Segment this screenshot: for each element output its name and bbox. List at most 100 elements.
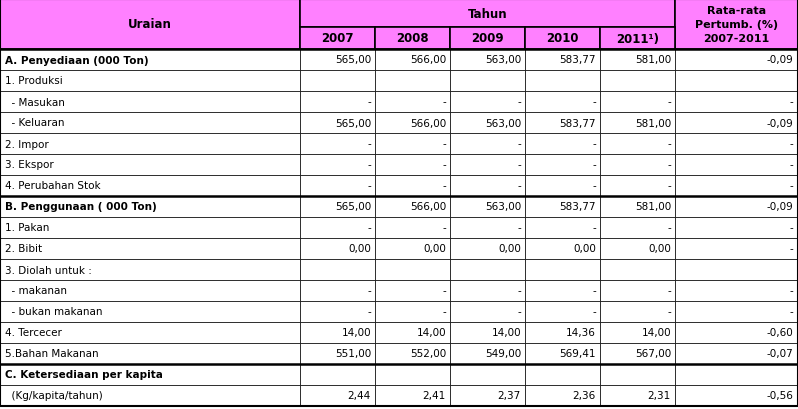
Bar — [0, 175, 300, 196]
Text: - makanan: - makanan — [5, 286, 67, 296]
Bar — [300, 113, 375, 134]
Text: Uraian: Uraian — [128, 18, 172, 31]
Bar — [375, 175, 450, 196]
Bar — [0, 385, 300, 406]
Text: 566,00: 566,00 — [409, 55, 446, 65]
Text: -: - — [517, 307, 521, 317]
Bar — [600, 364, 675, 385]
Text: 2009: 2009 — [471, 32, 504, 45]
Bar — [375, 238, 450, 259]
Text: 583,77: 583,77 — [559, 55, 596, 65]
Bar — [600, 301, 675, 322]
Text: -: - — [592, 97, 596, 107]
Text: -: - — [592, 181, 596, 191]
Text: - Keluaran: - Keluaran — [5, 118, 65, 128]
Text: 566,00: 566,00 — [409, 118, 446, 128]
Text: Rata-rata
Pertumb. (%)
2007-2011: Rata-rata Pertumb. (%) 2007-2011 — [695, 6, 778, 44]
Bar — [525, 322, 600, 343]
Text: -: - — [367, 307, 371, 317]
Bar — [525, 71, 600, 92]
Bar — [450, 301, 525, 322]
Bar — [0, 322, 300, 343]
Text: -: - — [789, 286, 793, 296]
Bar — [675, 280, 798, 301]
Bar — [600, 134, 675, 155]
Bar — [300, 238, 375, 259]
Bar — [675, 175, 798, 196]
Text: - bukan makanan: - bukan makanan — [5, 307, 102, 317]
Bar — [0, 343, 300, 364]
Bar — [300, 28, 375, 50]
Bar — [450, 71, 525, 92]
Text: -: - — [367, 286, 371, 296]
Text: -: - — [789, 223, 793, 233]
Text: -0,09: -0,09 — [766, 202, 793, 212]
Bar — [375, 196, 450, 218]
Bar — [525, 385, 600, 406]
Text: 4. Perubahan Stok: 4. Perubahan Stok — [5, 181, 101, 191]
Bar — [525, 155, 600, 175]
Text: -: - — [592, 223, 596, 233]
Text: 565,00: 565,00 — [334, 202, 371, 212]
Bar — [0, 364, 300, 385]
Text: 2,37: 2,37 — [498, 391, 521, 400]
Text: -: - — [517, 160, 521, 170]
Text: -: - — [442, 97, 446, 107]
Bar — [375, 92, 450, 113]
Text: 583,77: 583,77 — [559, 202, 596, 212]
Text: 2,36: 2,36 — [573, 391, 596, 400]
Text: -: - — [367, 160, 371, 170]
Bar — [375, 280, 450, 301]
Bar — [525, 196, 600, 218]
Text: 14,00: 14,00 — [342, 328, 371, 338]
Text: 0,00: 0,00 — [573, 244, 596, 254]
Bar — [300, 343, 375, 364]
Text: A. Penyediaan (000 Ton): A. Penyediaan (000 Ton) — [5, 55, 148, 65]
Bar — [450, 218, 525, 238]
Bar — [600, 28, 675, 50]
Bar — [0, 259, 300, 280]
Text: -: - — [517, 139, 521, 149]
Text: -: - — [367, 181, 371, 191]
Text: 565,00: 565,00 — [334, 55, 371, 65]
Bar — [450, 92, 525, 113]
Text: 565,00: 565,00 — [334, 118, 371, 128]
Bar — [600, 71, 675, 92]
Bar — [450, 175, 525, 196]
Text: 567,00: 567,00 — [634, 348, 671, 359]
Bar — [375, 218, 450, 238]
Bar — [300, 175, 375, 196]
Bar — [525, 301, 600, 322]
Bar — [600, 196, 675, 218]
Bar — [600, 175, 675, 196]
Bar — [675, 322, 798, 343]
Bar — [675, 0, 798, 50]
Text: -: - — [667, 307, 671, 317]
Bar — [375, 50, 450, 71]
Bar — [675, 259, 798, 280]
Bar — [300, 301, 375, 322]
Bar — [375, 322, 450, 343]
Bar — [450, 134, 525, 155]
Text: -: - — [667, 181, 671, 191]
Bar — [450, 280, 525, 301]
Text: 0,00: 0,00 — [648, 244, 671, 254]
Bar — [675, 134, 798, 155]
Text: C. Ketersediaan per kapita: C. Ketersediaan per kapita — [5, 370, 163, 380]
Text: Tahun: Tahun — [468, 7, 508, 20]
Text: 581,00: 581,00 — [634, 55, 671, 65]
Bar — [300, 364, 375, 385]
Text: -: - — [517, 223, 521, 233]
Text: 2011¹): 2011¹) — [616, 32, 659, 45]
Bar — [375, 364, 450, 385]
Text: -: - — [789, 181, 793, 191]
Bar — [300, 71, 375, 92]
Bar — [675, 385, 798, 406]
Bar — [675, 92, 798, 113]
Text: 1. Pakan: 1. Pakan — [5, 223, 49, 233]
Text: -: - — [667, 223, 671, 233]
Text: 549,00: 549,00 — [484, 348, 521, 359]
Text: -: - — [667, 139, 671, 149]
Text: (Kg/kapita/tahun): (Kg/kapita/tahun) — [5, 391, 103, 400]
Text: -: - — [667, 97, 671, 107]
